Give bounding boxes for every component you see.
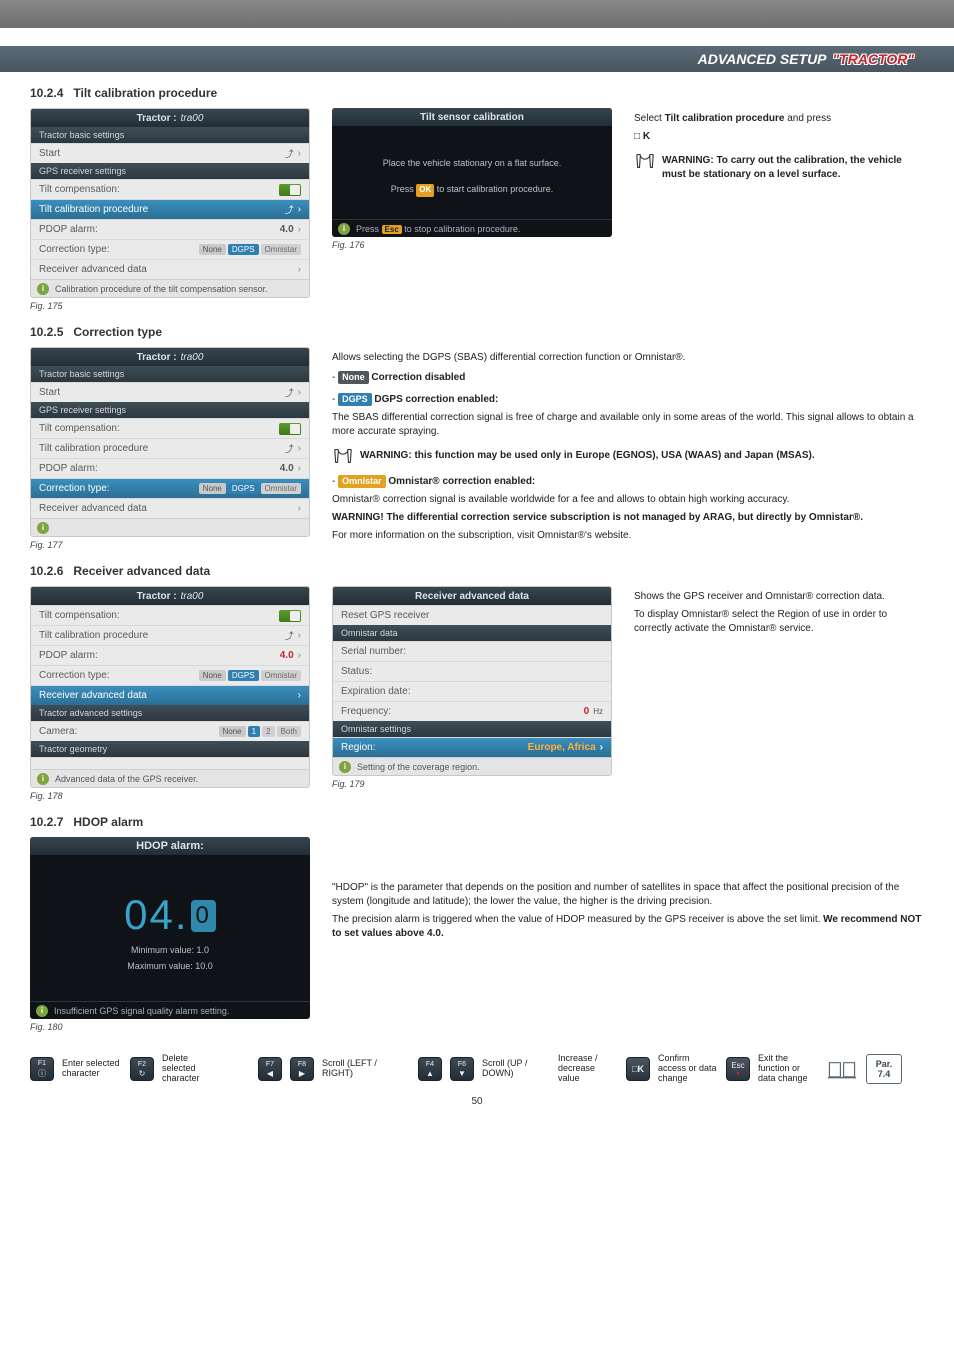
row-receiver-adv-sel[interactable]: Receiver advanced data› bbox=[31, 685, 309, 705]
row-region-sel[interactable]: Region:Europe, Africa› bbox=[333, 737, 611, 757]
section-title-10-2-5: 10.2.5Correction type bbox=[30, 325, 924, 339]
key-esc[interactable]: Esc● bbox=[726, 1057, 750, 1081]
key-f7[interactable]: F7◀ bbox=[258, 1057, 282, 1081]
left-icon: ◀ bbox=[267, 1069, 273, 1078]
key-f6[interactable]: F6▼ bbox=[450, 1057, 474, 1081]
warning-icon bbox=[332, 445, 354, 467]
key-legend: F1ⓘ Enter selected character F2↻ Delete … bbox=[30, 1054, 924, 1084]
row-start[interactable]: Start⤴› bbox=[31, 143, 309, 163]
side-text-10-2-4: Select Tilt calibration procedure and pr… bbox=[634, 108, 924, 186]
book-icon bbox=[826, 1058, 858, 1080]
section-title-10-2-7: 10.2.7HDOP alarm bbox=[30, 815, 924, 829]
fig-caption-176: Fig. 176 bbox=[332, 240, 612, 250]
section-title-10-2-4: 10.2.4Tilt calibration procedure bbox=[30, 86, 924, 100]
info-icon: ⓘ bbox=[38, 1068, 46, 1079]
refresh-icon: ↻ bbox=[139, 1069, 146, 1078]
key-ok[interactable]: □K bbox=[626, 1057, 650, 1081]
panel-fig175: Tractor : tra00 Tractor basic settings S… bbox=[30, 108, 310, 298]
page-number: 50 bbox=[30, 1096, 924, 1107]
up-icon: ▲ bbox=[426, 1069, 434, 1078]
hdop-value: 04.0 bbox=[30, 891, 310, 939]
side-text-10-2-6: Shows the GPS receiver and Omnistar® cor… bbox=[634, 586, 924, 640]
panel-fig177: Tractor : tra00 Tractor basic settings S… bbox=[30, 347, 310, 537]
warning-icon bbox=[634, 150, 656, 172]
key-f1[interactable]: F1ⓘ bbox=[30, 1057, 54, 1081]
fig-caption-175: Fig. 175 bbox=[30, 301, 310, 311]
info-bar: iCalibration procedure of the tilt compe… bbox=[31, 279, 309, 297]
section-title-10-2-6: 10.2.6Receiver advanced data bbox=[30, 564, 924, 578]
header-stripe: ADVANCED SETUP "TRACTOR" bbox=[0, 46, 954, 72]
panel-fig179: Receiver advanced data Reset GPS receive… bbox=[332, 586, 612, 776]
side-text-10-2-5: Allows selecting the DGPS (SBAS) differe… bbox=[332, 347, 924, 547]
top-grey-bar bbox=[0, 0, 954, 28]
row-pdop[interactable]: PDOP alarm:4.0› bbox=[31, 219, 309, 239]
key-f8[interactable]: F8▶ bbox=[290, 1057, 314, 1081]
panel-fig176: Tilt sensor calibration Place the vehicl… bbox=[332, 108, 612, 237]
row-tilt-calib[interactable]: Tilt calibration procedure⤴› bbox=[31, 199, 309, 219]
header-accent: "TRACTOR" bbox=[833, 51, 914, 67]
row-correction-type[interactable]: Correction type:NoneDGPSOmnistar bbox=[31, 239, 309, 259]
row-correction-type-sel[interactable]: Correction type:NoneDGPSOmnistar bbox=[31, 478, 309, 498]
side-text-10-2-7: "HDOP" is the parameter that depends on … bbox=[332, 837, 924, 945]
panel-fig178: Tractor : tra00 Tilt compensation: Tilt … bbox=[30, 586, 310, 788]
right-icon: ▶ bbox=[299, 1069, 305, 1078]
panel-fig180: HDOP alarm: 04.0 Minimum value: 1.0 Maxi… bbox=[30, 837, 310, 1019]
row-tilt-comp[interactable]: Tilt compensation: bbox=[31, 179, 309, 199]
key-f2[interactable]: F2↻ bbox=[130, 1057, 154, 1081]
key-f4[interactable]: F4▲ bbox=[418, 1057, 442, 1081]
header-title: ADVANCED SETUP bbox=[698, 51, 827, 67]
par-ref: Par.7.4 bbox=[866, 1054, 902, 1084]
down-icon: ▼ bbox=[458, 1069, 466, 1078]
row-receiver-adv[interactable]: Receiver advanced data› bbox=[31, 259, 309, 279]
